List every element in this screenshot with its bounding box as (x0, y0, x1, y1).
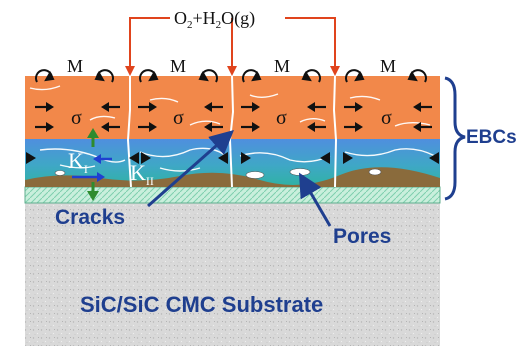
ebcs-label: EBCs (466, 127, 517, 148)
moment-label-1: M (67, 56, 83, 76)
oxidant-arrowheads (125, 66, 340, 76)
stress-label-1: σ (71, 107, 82, 129)
moment-label-4: M (380, 56, 396, 76)
stress-label-3: σ (276, 107, 287, 129)
bondcoat-layer (24, 186, 441, 204)
moment-label-3: M (274, 56, 290, 76)
cracks-pointer (147, 130, 234, 208)
oxidant-label: O2+H2O(g) (174, 8, 255, 31)
k-label-2: KII (130, 160, 154, 188)
pores (54, 168, 382, 179)
k-blue-arrows (72, 154, 112, 182)
moment-arrows (35, 69, 427, 83)
pores-pointer (298, 172, 332, 227)
segmentation-cracks (126, 75, 338, 188)
cracks-label: Cracks (55, 206, 125, 229)
stress-arrows (26, 102, 439, 164)
substrate-layer (25, 203, 440, 346)
substrate-label: SiC/SiC CMC Substrate (80, 292, 323, 317)
moment-label-2: M (170, 56, 186, 76)
k-label-1: KI (68, 148, 88, 176)
ebcs-brace (444, 76, 466, 201)
k-green-arrows (87, 128, 99, 201)
stress-label-2: σ (173, 107, 184, 129)
stress-label-4: σ (381, 107, 392, 129)
pores-label: Pores (333, 225, 391, 248)
oxidant-bracket (129, 17, 336, 70)
